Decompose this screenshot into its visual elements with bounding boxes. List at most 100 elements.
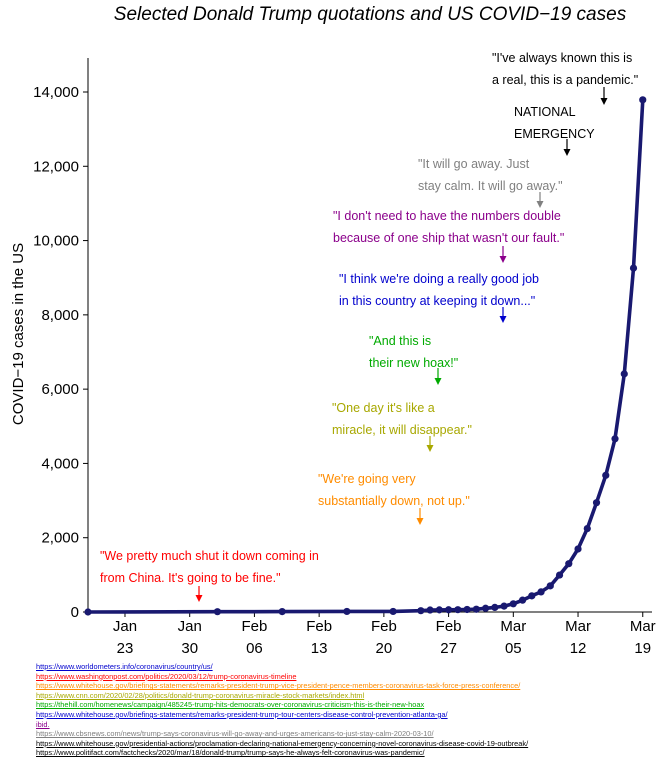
quote-annotation: "And this is their new hoax!" xyxy=(369,334,458,385)
x-tick-month: Mar xyxy=(565,618,591,635)
arrow-down-icon xyxy=(499,316,507,323)
x-tick-day: 12 xyxy=(570,640,587,657)
y-axis-label: COVID−19 cases in the US xyxy=(10,243,27,425)
axis-ticks: 0 2,000 4,000 6,000 8,000 10,000 12,000 14,000 J… xyxy=(33,84,656,657)
x-tick-month: Mar xyxy=(500,618,526,635)
quote-annotation: "I think we're doing a really good job in… xyxy=(339,272,539,323)
x-tick-day: 23 xyxy=(117,640,134,657)
data-point xyxy=(343,607,351,616)
data-point xyxy=(629,264,638,272)
data-point xyxy=(389,607,397,616)
quote-annotation: "We pretty much shut it down coming in fr… xyxy=(100,549,319,602)
data-point xyxy=(555,571,564,579)
data-point xyxy=(463,605,471,614)
y-tick-label: 6,000 xyxy=(41,381,79,398)
source-list: https://www.worldometers.info/coronaviru… xyxy=(36,662,656,758)
data-point xyxy=(481,604,490,612)
annotation-text: EMERGENCY xyxy=(514,127,595,141)
x-tick-month: Mar xyxy=(630,618,656,635)
annotation-text: NATIONAL xyxy=(514,105,576,119)
data-point xyxy=(620,370,628,378)
annotation-text: a real, this is a pandemic." xyxy=(492,73,638,87)
data-point xyxy=(417,607,425,615)
annotation-text: miracle, it will disappear." xyxy=(332,423,472,437)
source-link[interactable]: https://www.washingtonpost.com/politics/… xyxy=(36,671,297,681)
annotation-text: "One day it's like a xyxy=(332,401,435,415)
annotations-layer: "We pretty much shut it down coming in fr… xyxy=(100,51,638,602)
data-point xyxy=(639,96,647,104)
annotation-text: "We pretty much shut it down coming in xyxy=(100,549,319,563)
annotation-text: "It will go away. Just xyxy=(418,157,530,171)
data-point xyxy=(592,499,601,507)
data-point xyxy=(435,606,443,614)
quote-annotation: "It will go away. Just stay calm. It will… xyxy=(418,157,563,208)
source-link[interactable]: ibid. xyxy=(36,719,50,729)
arrow-down-icon xyxy=(536,201,544,208)
source-link[interactable]: https://www.politifact.com/factchecks/20… xyxy=(36,748,425,758)
quote-annotation: "I don't need to have the numbers double… xyxy=(333,209,564,263)
y-tick-label: 14,000 xyxy=(33,84,79,101)
x-tick-day: 13 xyxy=(311,640,328,657)
annotation-text: in this country at keeping it down..." xyxy=(339,294,535,308)
data-point xyxy=(518,596,527,604)
annotation-text: "And this is xyxy=(369,334,431,348)
x-tick-month: Feb xyxy=(371,618,397,635)
quote-annotation: "One day it's like a miracle, it will dis… xyxy=(332,401,472,452)
data-point xyxy=(426,606,434,614)
data-point xyxy=(500,602,508,610)
x-tick-day: 06 xyxy=(246,640,263,657)
data-point xyxy=(583,524,591,533)
y-tick-label: 12,000 xyxy=(33,158,79,175)
annotation-text: because of one ship that wasn't our faul… xyxy=(333,231,564,245)
data-point xyxy=(602,471,610,479)
arrow-down-icon xyxy=(434,378,442,385)
annotation-text: from China. It's going to be fine." xyxy=(100,571,281,585)
x-tick-month: Feb xyxy=(436,618,462,635)
data-point xyxy=(546,582,554,590)
source-link[interactable]: https://www.cnn.com/2020/02/28/politics/… xyxy=(36,690,365,700)
source-link[interactable]: https://www.whitehouse.gov/briefings-sta… xyxy=(36,681,521,691)
data-point xyxy=(611,435,619,443)
x-tick-day: 19 xyxy=(634,640,651,657)
arrow-down-icon xyxy=(600,98,608,105)
annotation-text: "I don't need to have the numbers double xyxy=(333,209,561,223)
x-tick-month: Feb xyxy=(306,618,332,635)
source-link[interactable]: https://thehill.com/homenews/campaign/48… xyxy=(36,700,425,710)
arrow-down-icon xyxy=(426,445,434,452)
data-point xyxy=(278,607,286,616)
series-layer xyxy=(84,96,647,616)
y-tick-label: 4,000 xyxy=(41,455,79,472)
annotation-text: stay calm. It will go away." xyxy=(418,179,563,193)
data-point xyxy=(528,592,536,600)
source-link[interactable]: https://www.cbsnews.com/news/trump-says-… xyxy=(36,729,434,739)
source-link[interactable]: https://www.worldometers.info/coronaviru… xyxy=(36,662,213,671)
annotation-text: their new hoax!" xyxy=(369,356,458,370)
source-link[interactable]: https://www.whitehouse.gov/presidential-… xyxy=(36,738,529,748)
source-link[interactable]: https://www.whitehouse.gov/briefings-sta… xyxy=(36,709,448,719)
x-tick-day: 30 xyxy=(181,640,198,657)
arrow-down-icon xyxy=(499,256,507,263)
quote-annotation: "We're going very substantially down, not… xyxy=(318,472,470,525)
y-tick-label: 8,000 xyxy=(41,307,79,324)
chart-title: Selected Donald Trump quotations and US … xyxy=(114,4,627,25)
chart: Selected Donald Trump quotations and US … xyxy=(10,4,656,657)
annotation-text: substantially down, not up." xyxy=(318,494,470,508)
arrow-down-icon xyxy=(195,595,203,602)
quote-annotation: "I've always known this is a real, this i… xyxy=(492,51,638,105)
data-point xyxy=(84,608,92,616)
data-point xyxy=(213,608,222,616)
y-tick-label: 10,000 xyxy=(33,233,79,250)
annotation-text: "I think we're doing a really good job xyxy=(339,272,539,286)
x-tick-month: Feb xyxy=(241,618,267,635)
x-tick-day: 27 xyxy=(440,640,457,657)
x-tick-day: 05 xyxy=(505,640,522,657)
data-point xyxy=(472,605,480,613)
y-tick-label: 0 xyxy=(71,604,79,621)
data-point xyxy=(491,603,499,611)
annotation-text: "I've always known this is xyxy=(492,51,632,65)
data-point xyxy=(509,600,517,608)
data-point xyxy=(537,588,545,596)
arrow-down-icon xyxy=(416,518,424,525)
series-line xyxy=(87,99,645,614)
data-point xyxy=(444,606,453,614)
